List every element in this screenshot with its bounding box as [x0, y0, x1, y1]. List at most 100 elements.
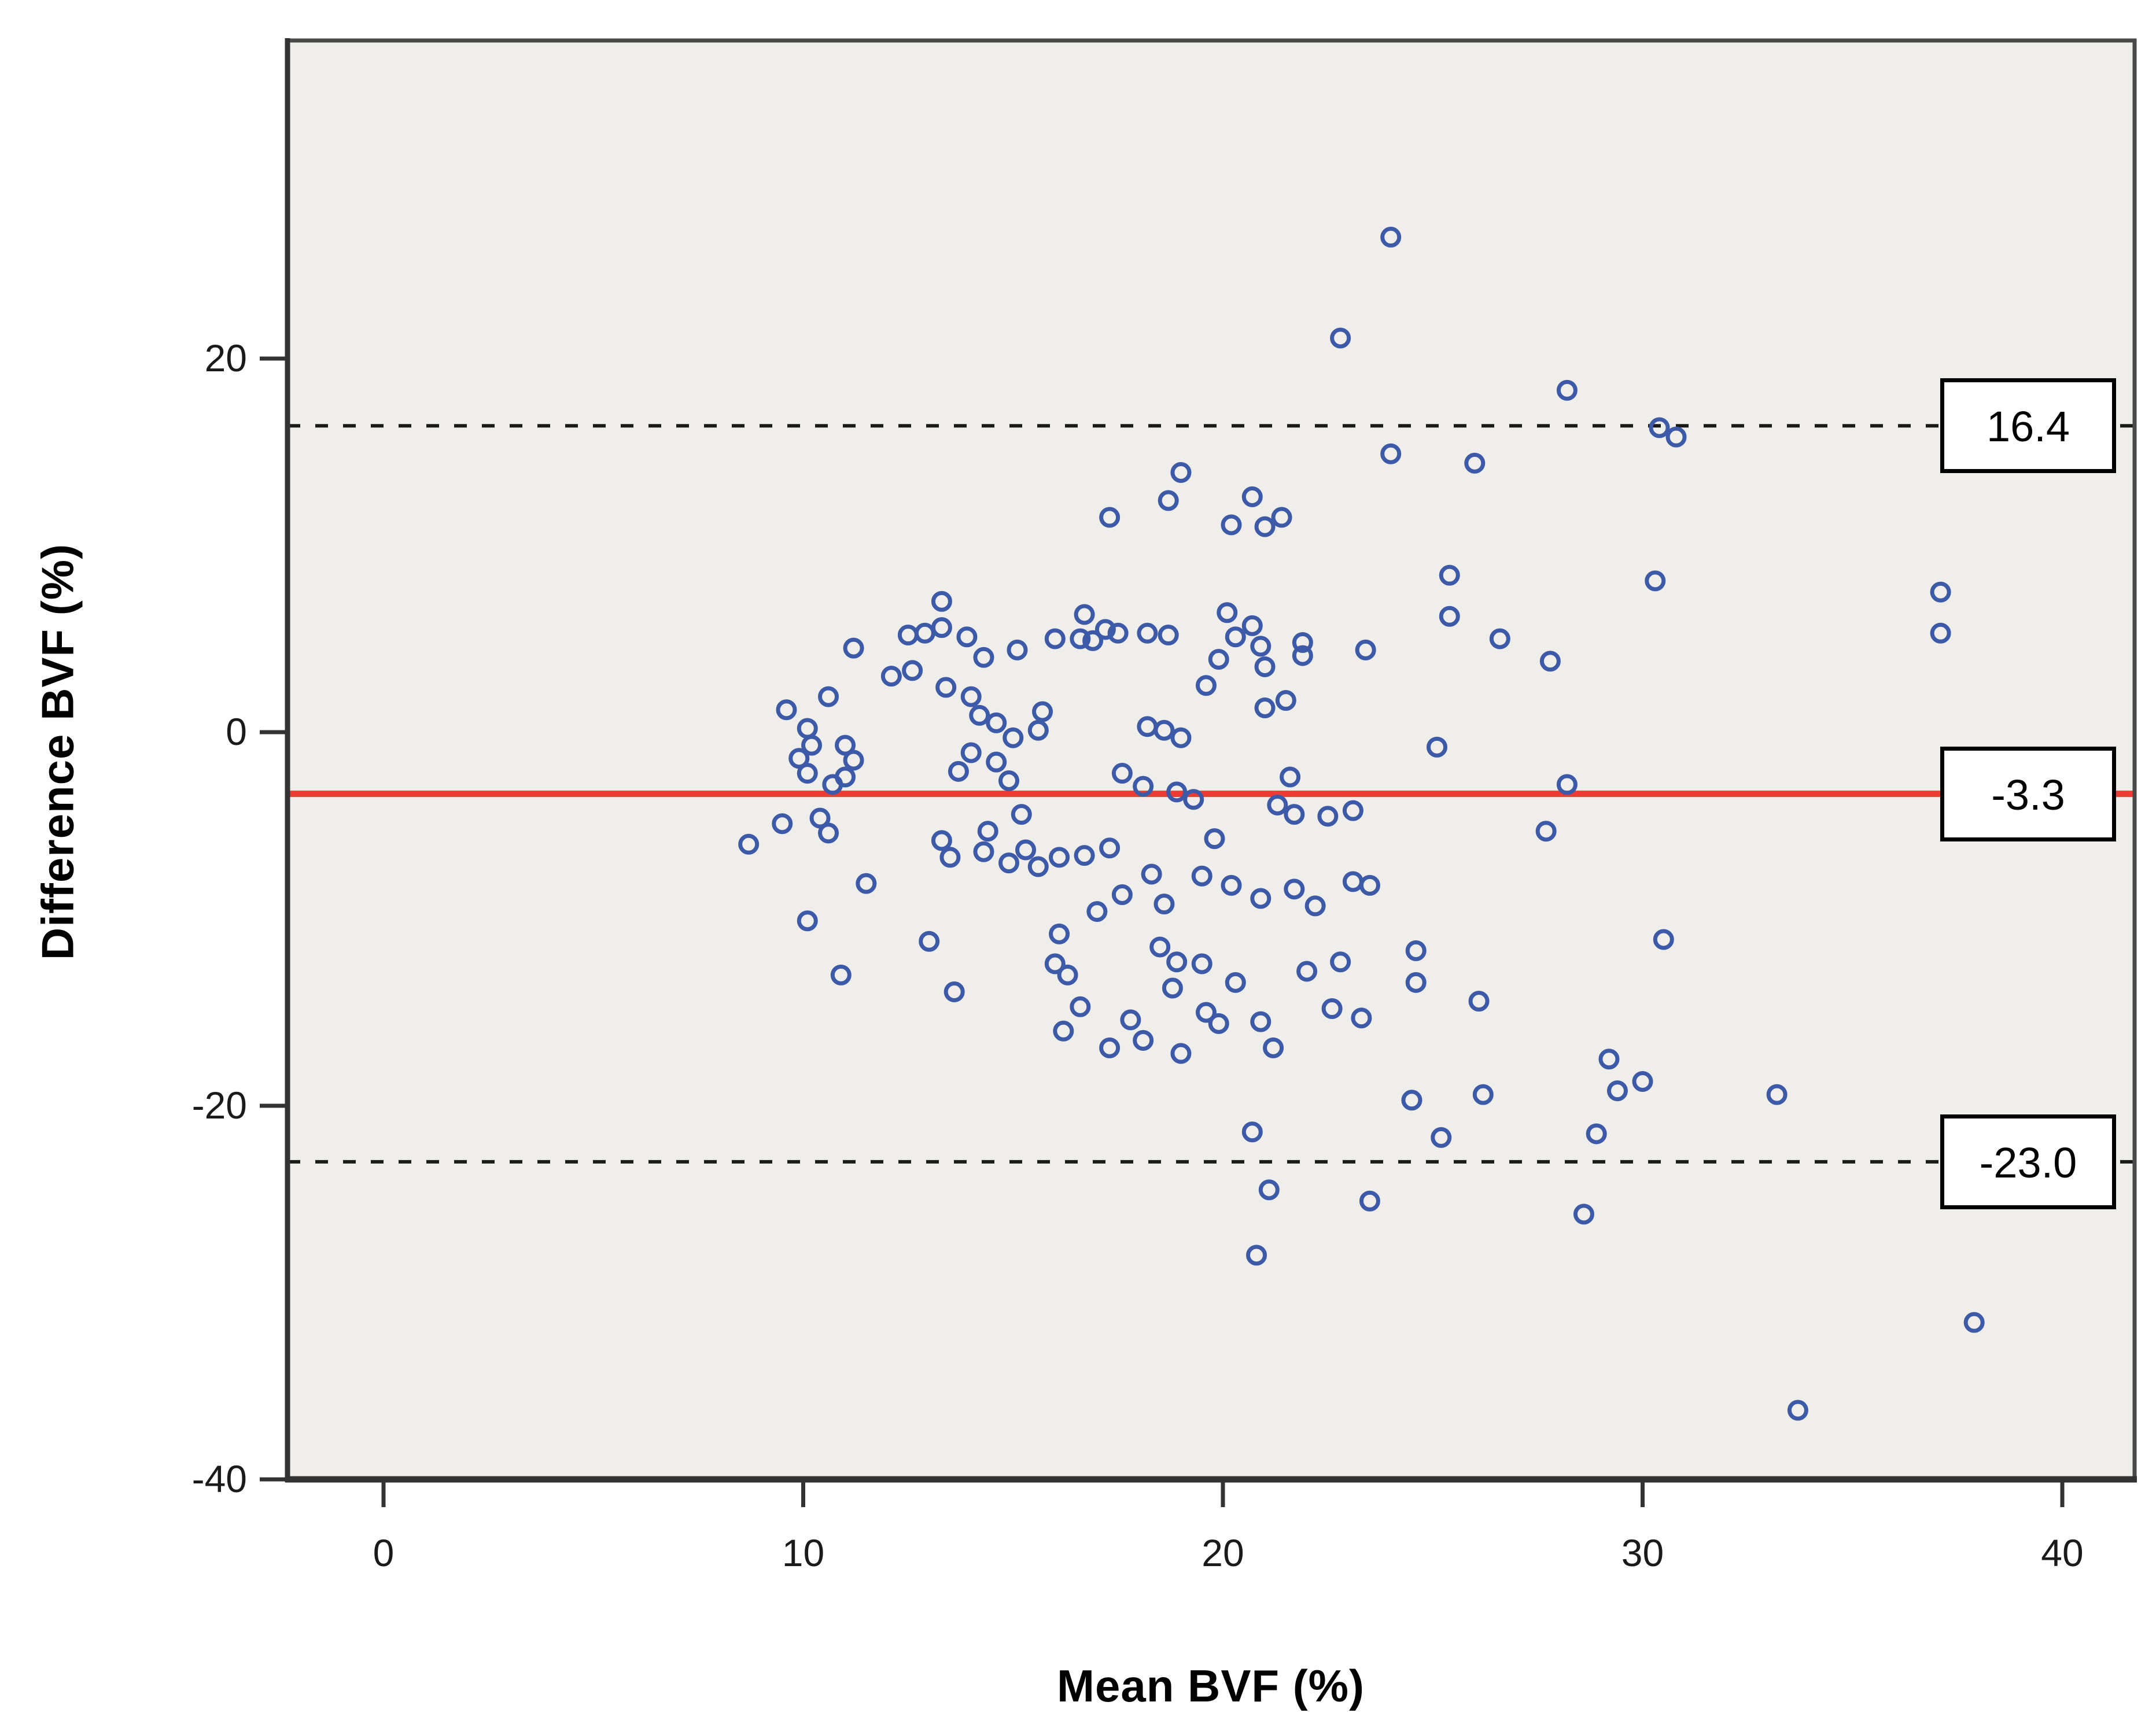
data-point	[1250, 1011, 1272, 1032]
data-point	[1296, 961, 1318, 982]
data-point	[1598, 1049, 1620, 1070]
data-point	[1044, 628, 1066, 649]
data-point	[1208, 1013, 1229, 1034]
data-point	[1267, 794, 1288, 815]
data-point	[969, 704, 990, 726]
data-point	[935, 677, 957, 698]
data-point	[1766, 1084, 1788, 1105]
data-point	[809, 807, 831, 829]
data-point	[1254, 516, 1276, 537]
data-point	[1149, 936, 1171, 958]
x-tick-label: 0	[373, 1531, 395, 1574]
data-point	[1405, 940, 1427, 961]
data-point	[1359, 874, 1380, 896]
data-point	[1275, 690, 1296, 711]
data-point	[1427, 736, 1448, 758]
data-point	[1380, 227, 1402, 248]
data-point	[1221, 514, 1242, 536]
data-point	[956, 626, 978, 648]
data-point	[1057, 964, 1078, 985]
data-point	[1930, 622, 1951, 644]
x-tick-label: 40	[2041, 1531, 2083, 1574]
data-point	[1049, 847, 1070, 868]
data-point	[1153, 719, 1175, 741]
data-point	[1351, 1007, 1372, 1029]
data-point	[1464, 452, 1486, 474]
data-point	[1204, 828, 1225, 850]
data-point	[1153, 894, 1175, 915]
data-point	[931, 830, 952, 851]
data-point	[977, 821, 998, 842]
data-point	[1225, 626, 1246, 648]
data-point	[1539, 651, 1561, 672]
data-point	[1208, 649, 1229, 670]
data-point	[1217, 602, 1238, 623]
data-point	[1645, 570, 1666, 592]
data-point	[1280, 766, 1301, 788]
data-point	[1330, 327, 1351, 349]
x-axis-title: Mean BVF (%)	[1056, 1660, 1365, 1711]
data-point	[1284, 878, 1305, 900]
data-point	[1007, 639, 1028, 660]
data-point	[998, 852, 1019, 874]
data-point	[1158, 625, 1179, 646]
data-point	[1158, 490, 1179, 511]
data-point	[1166, 781, 1188, 803]
data-point	[1170, 1043, 1192, 1064]
data-point	[1241, 1121, 1263, 1143]
y-axis-title: Difference BVF (%)	[32, 543, 83, 961]
data-point	[1258, 1179, 1280, 1201]
data-point	[835, 734, 856, 756]
data-point	[931, 590, 952, 612]
data-point	[1330, 951, 1351, 973]
data-point	[919, 931, 940, 952]
data-point	[1195, 675, 1217, 696]
data-point	[1246, 1245, 1267, 1266]
x-tick-label: 10	[782, 1531, 824, 1574]
data-point	[1111, 884, 1133, 906]
data-point	[1535, 821, 1557, 842]
data-point	[1120, 1009, 1141, 1031]
data-point	[1342, 800, 1363, 821]
data-point	[1170, 727, 1192, 748]
data-point	[1355, 639, 1376, 660]
data-point	[1380, 443, 1402, 464]
data-point	[1032, 701, 1053, 722]
data-point	[1489, 628, 1510, 649]
data-point	[843, 750, 864, 771]
data-point	[1292, 632, 1313, 653]
data-point	[1439, 606, 1460, 627]
data-point	[818, 686, 839, 707]
data-point	[960, 742, 982, 763]
data-point	[1556, 379, 1578, 401]
data-point	[1183, 789, 1204, 810]
data-point	[1094, 619, 1116, 640]
data-point	[1606, 1080, 1628, 1102]
data-point	[960, 686, 982, 707]
data-point	[1401, 1090, 1422, 1111]
data-point	[1221, 874, 1242, 896]
data-point	[1070, 996, 1091, 1017]
data-point	[1086, 901, 1108, 922]
data-point	[1472, 1084, 1494, 1105]
data-point	[1263, 1037, 1284, 1058]
y-tick-label: 0	[226, 710, 247, 753]
data-point	[1027, 719, 1049, 741]
data-point	[1099, 1037, 1121, 1058]
data-point	[1649, 417, 1670, 438]
data-point	[1241, 486, 1263, 508]
data-point	[801, 734, 823, 756]
y-tick-label: 20	[205, 337, 247, 379]
data-point	[1586, 1123, 1607, 1145]
data-point	[1665, 426, 1687, 448]
data-point	[1070, 628, 1091, 649]
data-point	[1271, 507, 1292, 528]
data-point	[973, 647, 994, 668]
data-point	[797, 910, 818, 932]
data-point	[948, 761, 969, 782]
data-point	[1556, 774, 1578, 795]
data-point	[1468, 991, 1490, 1012]
data-point	[1015, 839, 1037, 861]
